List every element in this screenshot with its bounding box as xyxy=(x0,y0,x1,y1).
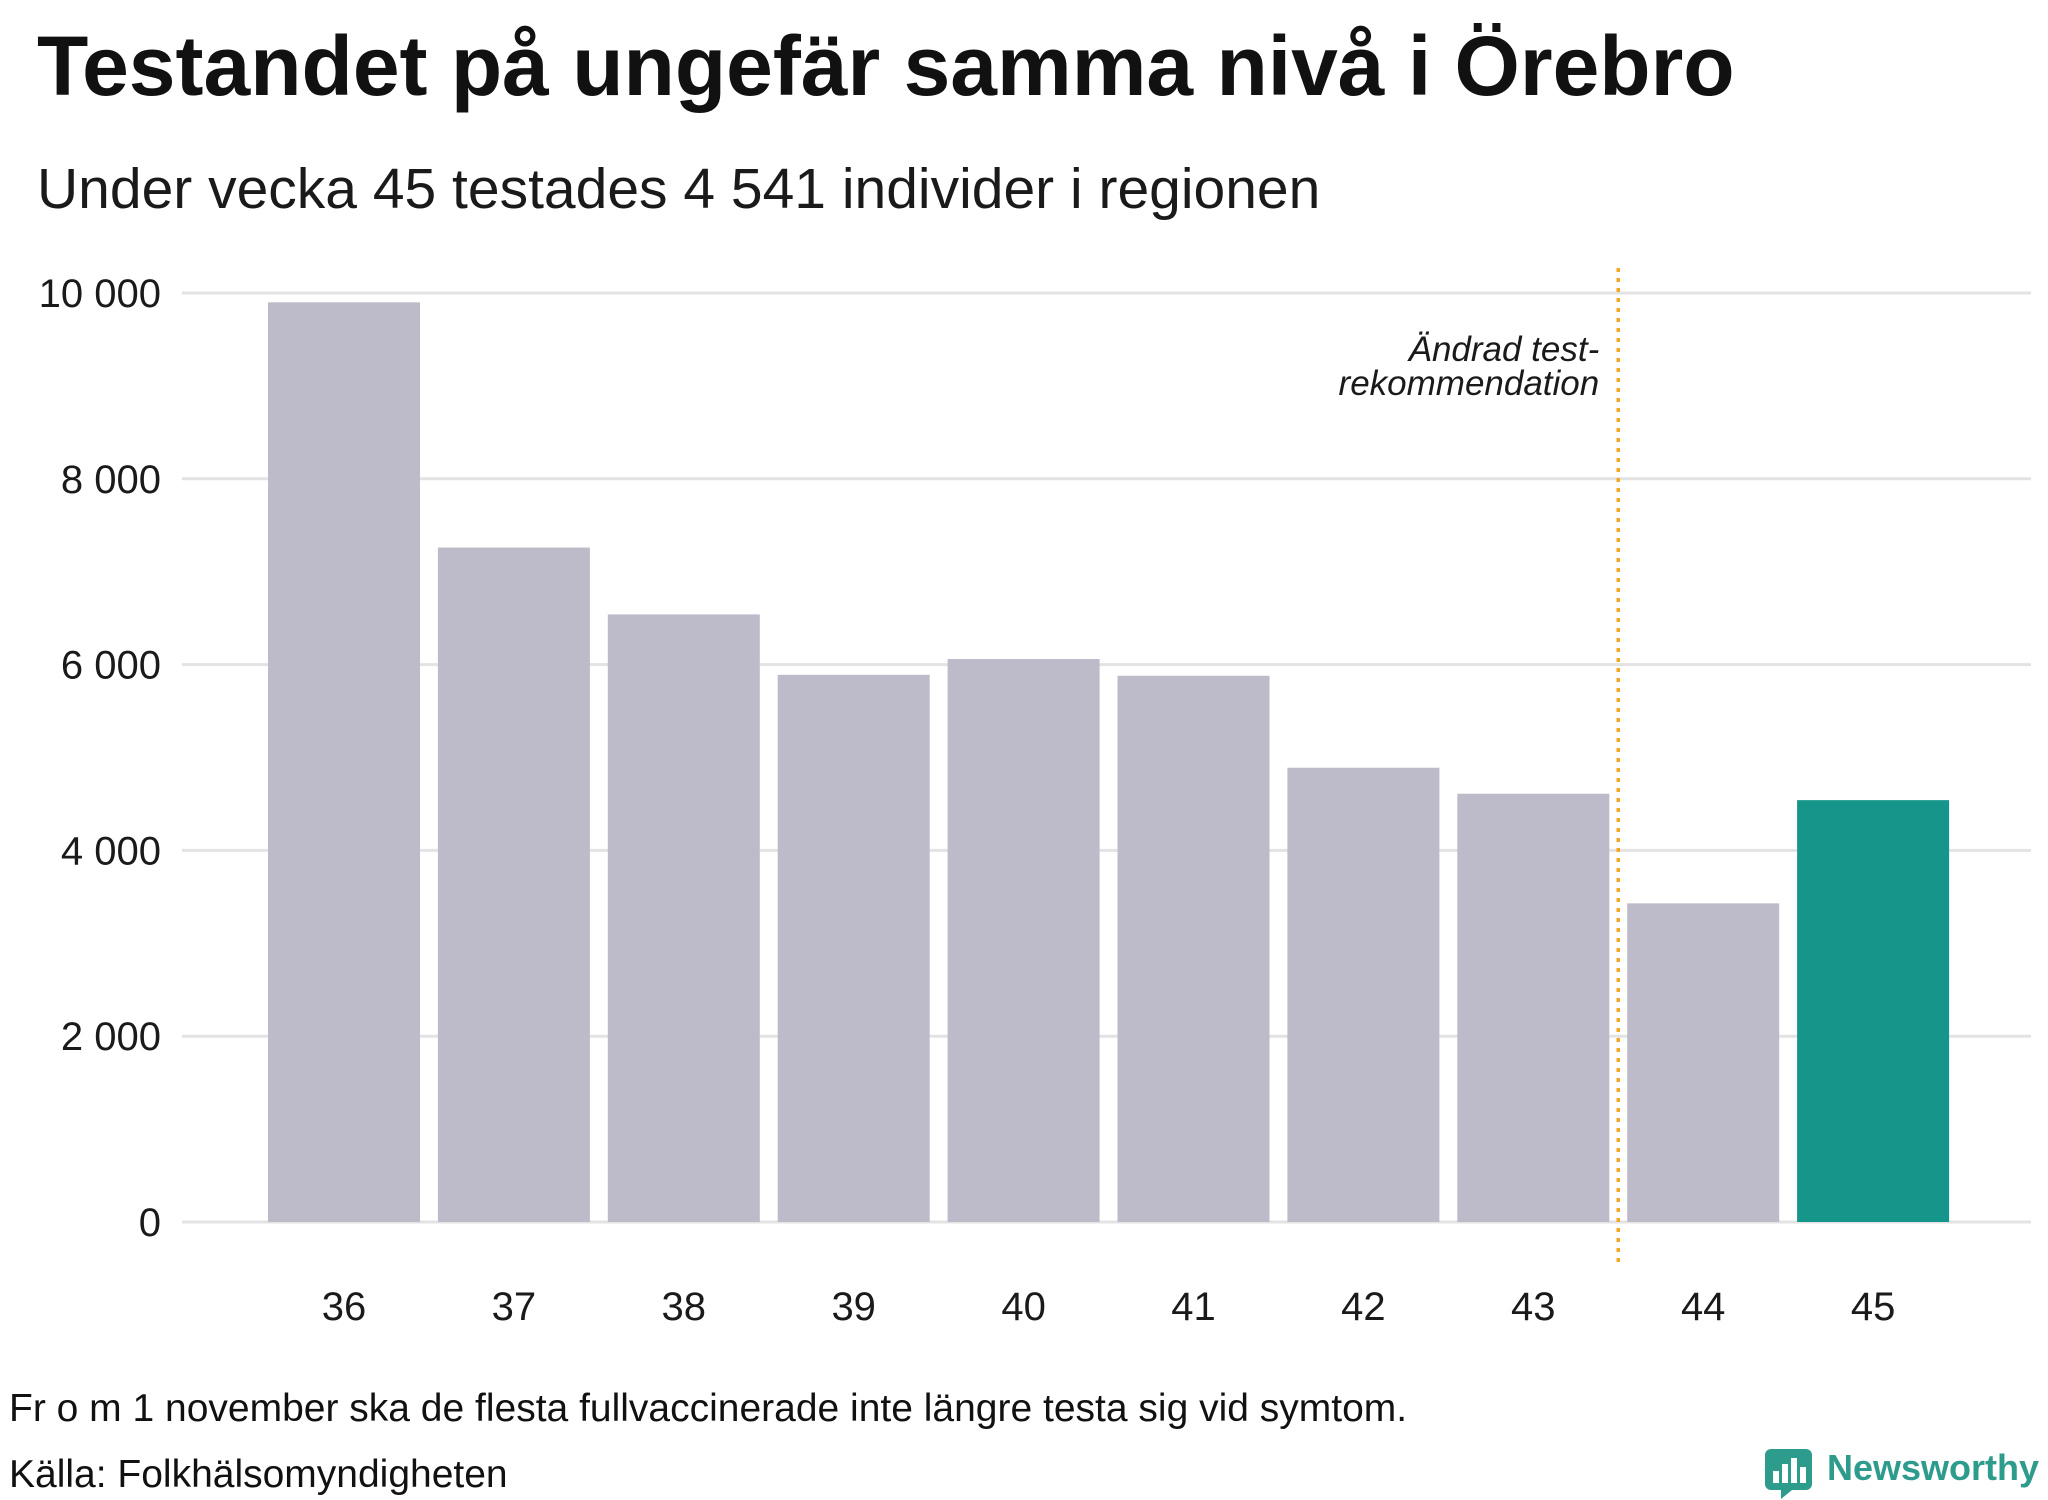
y-tick-label: 2 000 xyxy=(61,1015,161,1059)
y-tick-label: 10 000 xyxy=(39,272,161,316)
x-tick-label: 38 xyxy=(662,1285,707,1329)
bar-week-38 xyxy=(607,614,760,1222)
x-tick-label: 40 xyxy=(1001,1285,1046,1329)
y-tick-label: 4 000 xyxy=(61,829,161,873)
annotation-text-line-1: Ändrad test- xyxy=(1407,330,1600,369)
x-tick-label: 43 xyxy=(1511,1285,1556,1329)
y-tick-label: 0 xyxy=(139,1201,161,1245)
y-tick-label: 8 000 xyxy=(61,458,161,502)
bar-week-44 xyxy=(1627,903,1780,1222)
x-tick-label: 42 xyxy=(1341,1285,1386,1329)
x-tick-label: 41 xyxy=(1171,1285,1216,1329)
speech-bubble-bar-chart-icon xyxy=(1765,1449,1812,1499)
bar-week-40 xyxy=(947,659,1100,1222)
bar-week-41 xyxy=(1117,675,1270,1222)
bar-week-39 xyxy=(777,674,930,1222)
bar-week-42 xyxy=(1287,767,1440,1222)
x-tick-label: 45 xyxy=(1851,1285,1896,1329)
source-credit: Källa: Folkhälsomyndigheten xyxy=(9,1453,508,1496)
x-tick-label: 37 xyxy=(492,1285,537,1329)
chart-subtitle: Under vecka 45 testades 4 541 individer … xyxy=(37,157,1320,221)
logo-wordmark: Newsworthy xyxy=(1827,1447,2039,1488)
annotation: Ändrad test- rekommendation xyxy=(1339,268,1620,1267)
bar-week-36 xyxy=(268,302,420,1222)
newsworthy-logo[interactable]: Newsworthy xyxy=(1765,1447,2039,1499)
chart-title: Testandet på ungefär samma nivå i Örebro xyxy=(37,19,1735,113)
x-axis-labels: 36 37 38 39 40 41 42 43 44 45 xyxy=(322,1285,1896,1329)
y-tick-label: 6 000 xyxy=(61,644,161,688)
annotation-text-line-2: rekommendation xyxy=(1339,364,1600,403)
footer-note: Fr o m 1 november ska de flesta fullvacc… xyxy=(9,1387,1407,1430)
x-tick-label: 39 xyxy=(831,1285,876,1329)
y-axis-labels: 0 2 000 4 000 6 000 8 000 10 000 xyxy=(39,272,161,1245)
bar-week-37 xyxy=(437,547,590,1222)
bar-week-43 xyxy=(1457,793,1610,1222)
x-tick-label: 36 xyxy=(322,1285,367,1329)
x-tick-label: 44 xyxy=(1681,1285,1726,1329)
bar-week-45 xyxy=(1797,800,1950,1222)
bars xyxy=(268,302,1950,1222)
